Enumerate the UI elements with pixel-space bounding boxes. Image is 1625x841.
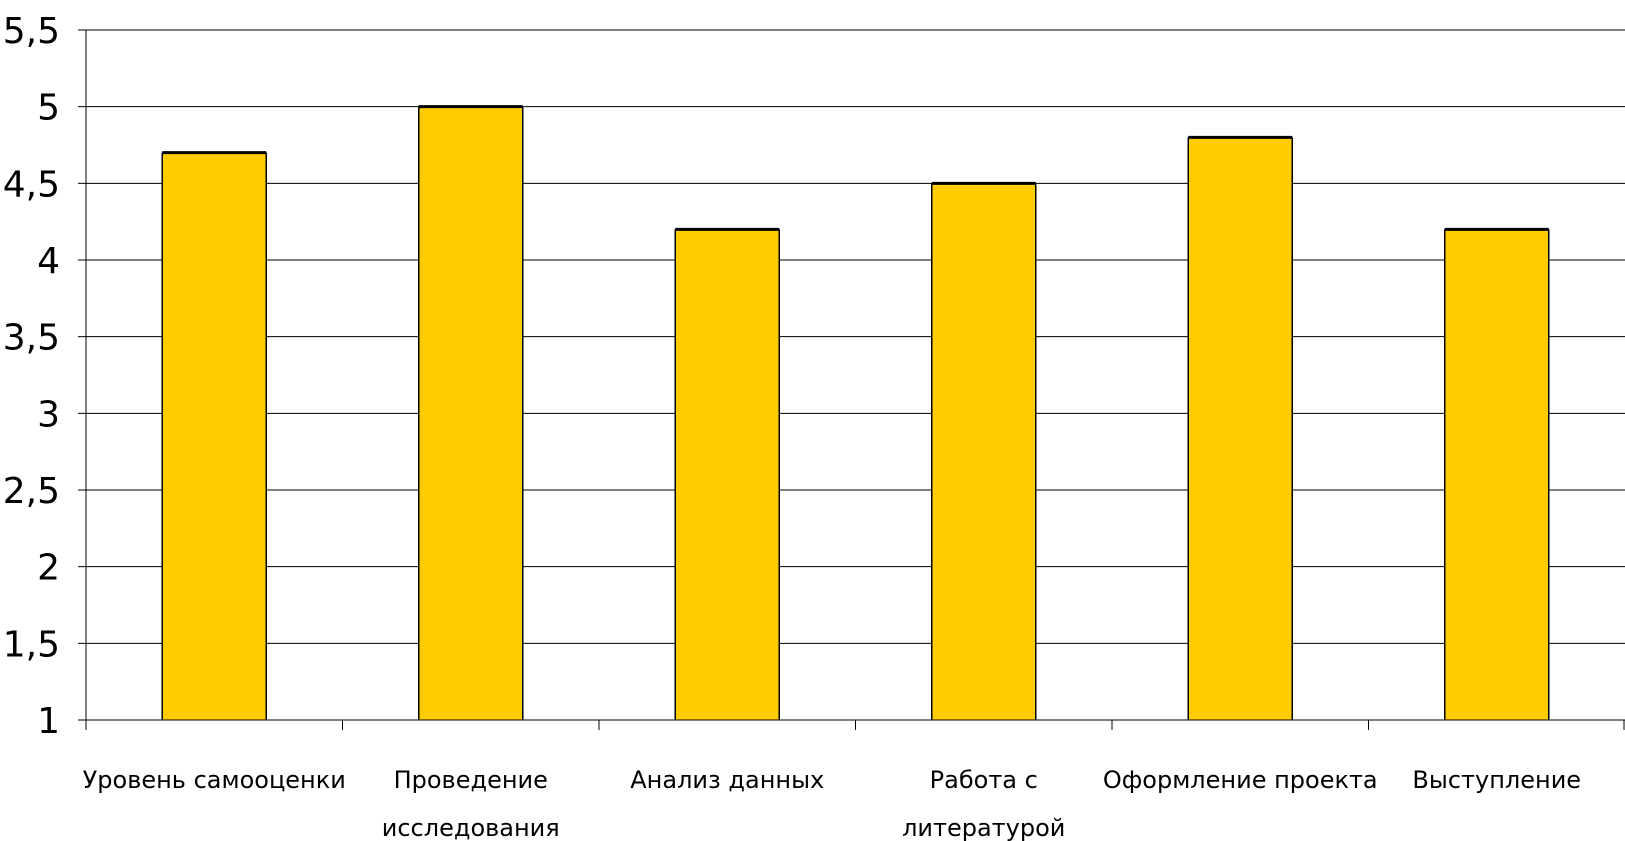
bars	[161, 105, 1550, 721]
x-category-label-line: Работа с	[930, 766, 1038, 794]
bar	[418, 106, 523, 720]
x-category-label-line: Проведение	[394, 766, 548, 794]
y-tick-label: 1,5	[3, 624, 60, 665]
x-category-label: Анализ данных	[630, 766, 824, 794]
x-category-label: Оформление проекта	[1103, 766, 1378, 794]
x-category-label-line: исследования	[382, 814, 560, 841]
x-category-label-line: Уровень самооценки	[83, 766, 346, 794]
y-tick-labels: 1 1,5 2 2,5 3 3,5 4 4,5 5 5,5	[3, 11, 60, 742]
x-category-label: Проведение исследования	[382, 766, 560, 841]
x-category-label: Работа с литературой	[902, 766, 1065, 841]
y-tick-label: 1	[37, 701, 60, 742]
x-category-labels: Уровень самооценки Проведение исследования…	[83, 766, 1581, 841]
y-tick-label: 5	[37, 88, 60, 129]
bar	[162, 152, 267, 720]
y-tick-label: 3,5	[3, 318, 60, 359]
bar	[1444, 229, 1549, 721]
bar	[931, 183, 1036, 721]
bar	[675, 229, 780, 721]
gridlines	[86, 29, 1625, 644]
y-tick-label: 5,5	[3, 11, 60, 52]
y-tick-label: 4	[37, 241, 60, 282]
axes	[78, 29, 1625, 730]
x-category-label-line: Выступление	[1412, 766, 1581, 794]
x-category-label: Уровень самооценки	[83, 766, 346, 794]
x-category-label-line: литературой	[902, 814, 1065, 841]
y-tick-label: 2	[37, 548, 60, 589]
x-category-label-line: Анализ данных	[630, 766, 824, 794]
x-category-label: Выступление	[1412, 766, 1581, 794]
y-tick-label: 4,5	[3, 164, 60, 205]
x-category-label-line: Оформление проекта	[1103, 766, 1378, 794]
bar	[1188, 137, 1293, 721]
y-tick-label: 2,5	[3, 471, 60, 512]
y-tick-label: 3	[37, 394, 60, 435]
